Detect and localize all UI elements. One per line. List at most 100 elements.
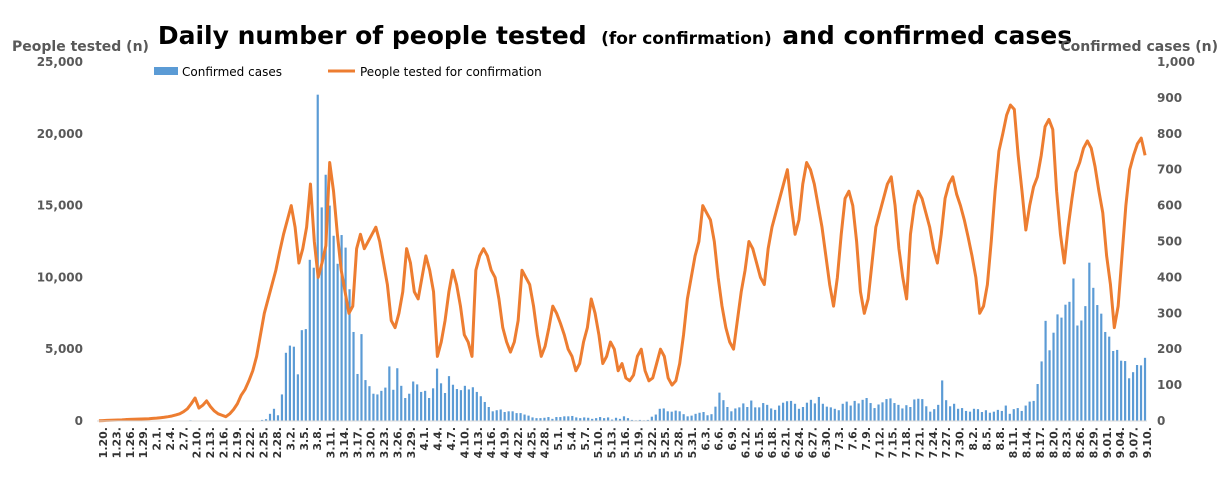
confirmed-bar <box>770 408 773 421</box>
confirmed-bar <box>511 411 514 421</box>
confirmed-bar <box>877 404 880 421</box>
confirmed-bar <box>614 417 618 421</box>
confirmed-bar <box>813 403 816 421</box>
confirmed-bar <box>750 400 753 421</box>
confirmed-bar <box>690 415 693 421</box>
legend-bar-swatch <box>154 67 178 75</box>
confirmed-bar <box>746 407 749 421</box>
confirmed-bar <box>567 416 570 421</box>
confirmed-bar <box>917 398 920 421</box>
confirmed-bar <box>380 390 383 421</box>
title-main-left: Daily number of people tested <box>158 21 587 50</box>
confirmed-bar <box>451 384 455 421</box>
confirmed-bar <box>793 403 797 421</box>
x-tick: 3.29. <box>405 427 418 458</box>
confirmed-bar <box>1139 365 1143 421</box>
confirmed-bar <box>348 289 351 421</box>
x-tick: 7.3. <box>833 427 846 451</box>
confirmed-bar <box>849 405 852 421</box>
confirmed-bar <box>1135 365 1139 421</box>
confirmed-bar <box>1143 357 1147 421</box>
confirmed-bar <box>408 393 411 421</box>
confirmed-bar <box>467 389 470 421</box>
x-tick: 7.6. <box>847 427 860 451</box>
x-tick: 8.29. <box>1087 427 1100 458</box>
x-tick: 8.20. <box>1047 427 1060 458</box>
confirmed-bar <box>925 406 928 421</box>
x-tick: 7.24. <box>927 427 940 458</box>
confirmed-bar <box>1004 405 1007 421</box>
confirmed-bar <box>431 388 435 421</box>
confirmed-bar <box>288 345 291 421</box>
x-tick: 5.1. <box>552 427 565 451</box>
x-tick: 1.20. <box>97 427 110 458</box>
confirmed-bar <box>356 373 359 421</box>
confirmed-bar <box>1128 378 1131 421</box>
x-tick: 2.4. <box>164 427 177 451</box>
confirmed-bar <box>630 419 634 421</box>
confirmed-bar <box>781 402 785 421</box>
confirmed-bar <box>694 413 697 421</box>
confirmed-bar <box>376 394 379 421</box>
confirmed-bar <box>344 247 347 421</box>
confirmed-bar <box>571 415 574 421</box>
x-tick: 6.24. <box>793 427 806 458</box>
confirmed-bar <box>1056 314 1059 421</box>
confirmed-bar <box>268 413 272 421</box>
confirmed-bar <box>805 402 809 421</box>
confirmed-bar <box>1108 336 1111 421</box>
y-tick-right: 200 <box>1157 342 1182 356</box>
x-tick: 7.30. <box>954 427 967 458</box>
confirmed-bar <box>364 380 367 421</box>
confirmed-bar <box>869 403 872 421</box>
confirmed-bar <box>1131 372 1135 421</box>
confirmed-bar <box>539 418 542 421</box>
y-tick-right: 500 <box>1157 235 1182 249</box>
x-tick: 9.07. <box>1128 427 1141 458</box>
confirmed-bar <box>829 407 832 421</box>
confirmed-bar <box>1052 332 1055 421</box>
y-tick-right: 400 <box>1157 270 1182 284</box>
confirmed-bar <box>738 407 741 421</box>
y-tick-left: 20,000 <box>37 127 83 141</box>
x-tick: 2.22. <box>244 427 257 458</box>
confirmed-bar <box>360 334 363 421</box>
confirmed-bar <box>706 415 709 421</box>
x-tick: 3.14. <box>338 427 351 458</box>
confirmed-bar <box>1072 278 1075 421</box>
x-tick: 8.11. <box>1007 427 1020 458</box>
confirmed-bar <box>332 235 335 421</box>
x-tick: 1.26. <box>124 427 137 458</box>
confirmed-bar <box>662 408 665 421</box>
x-tick: 5.31. <box>686 427 699 458</box>
confirmed-bar <box>587 417 590 421</box>
confirmed-bar <box>599 417 602 421</box>
confirmed-bar <box>328 205 331 421</box>
confirmed-bar <box>499 409 502 421</box>
y-tick-left: 10,000 <box>37 270 83 284</box>
confirmed-bar <box>1044 320 1047 421</box>
confirmed-bar <box>905 405 908 421</box>
x-tick: 2.1. <box>151 427 164 451</box>
x-tick: 2.25. <box>258 427 271 458</box>
confirmed-bar <box>292 346 295 421</box>
confirmed-bar <box>734 408 737 421</box>
confirmed-bar <box>1096 305 1099 421</box>
title-main-right: and confirmed cases <box>782 21 1072 50</box>
confirmed-bar <box>622 416 626 421</box>
x-tick: 2.16. <box>217 427 230 458</box>
confirmed-bar <box>424 390 427 421</box>
confirmed-bar <box>949 406 952 421</box>
x-tick: 6.18. <box>766 427 779 458</box>
confirmed-bar <box>941 380 944 421</box>
confirmed-bar <box>559 417 562 421</box>
x-tick: 7.18. <box>900 427 913 458</box>
x-tick: 6.9. <box>726 427 739 451</box>
confirmed-bar <box>801 407 805 421</box>
confirmed-bar <box>968 411 972 421</box>
confirmed-bar <box>698 412 701 421</box>
confirmed-bar <box>503 412 506 421</box>
x-tick: 1.23. <box>110 427 123 458</box>
confirmed-bar <box>674 410 677 421</box>
confirmed-bar <box>980 412 984 421</box>
